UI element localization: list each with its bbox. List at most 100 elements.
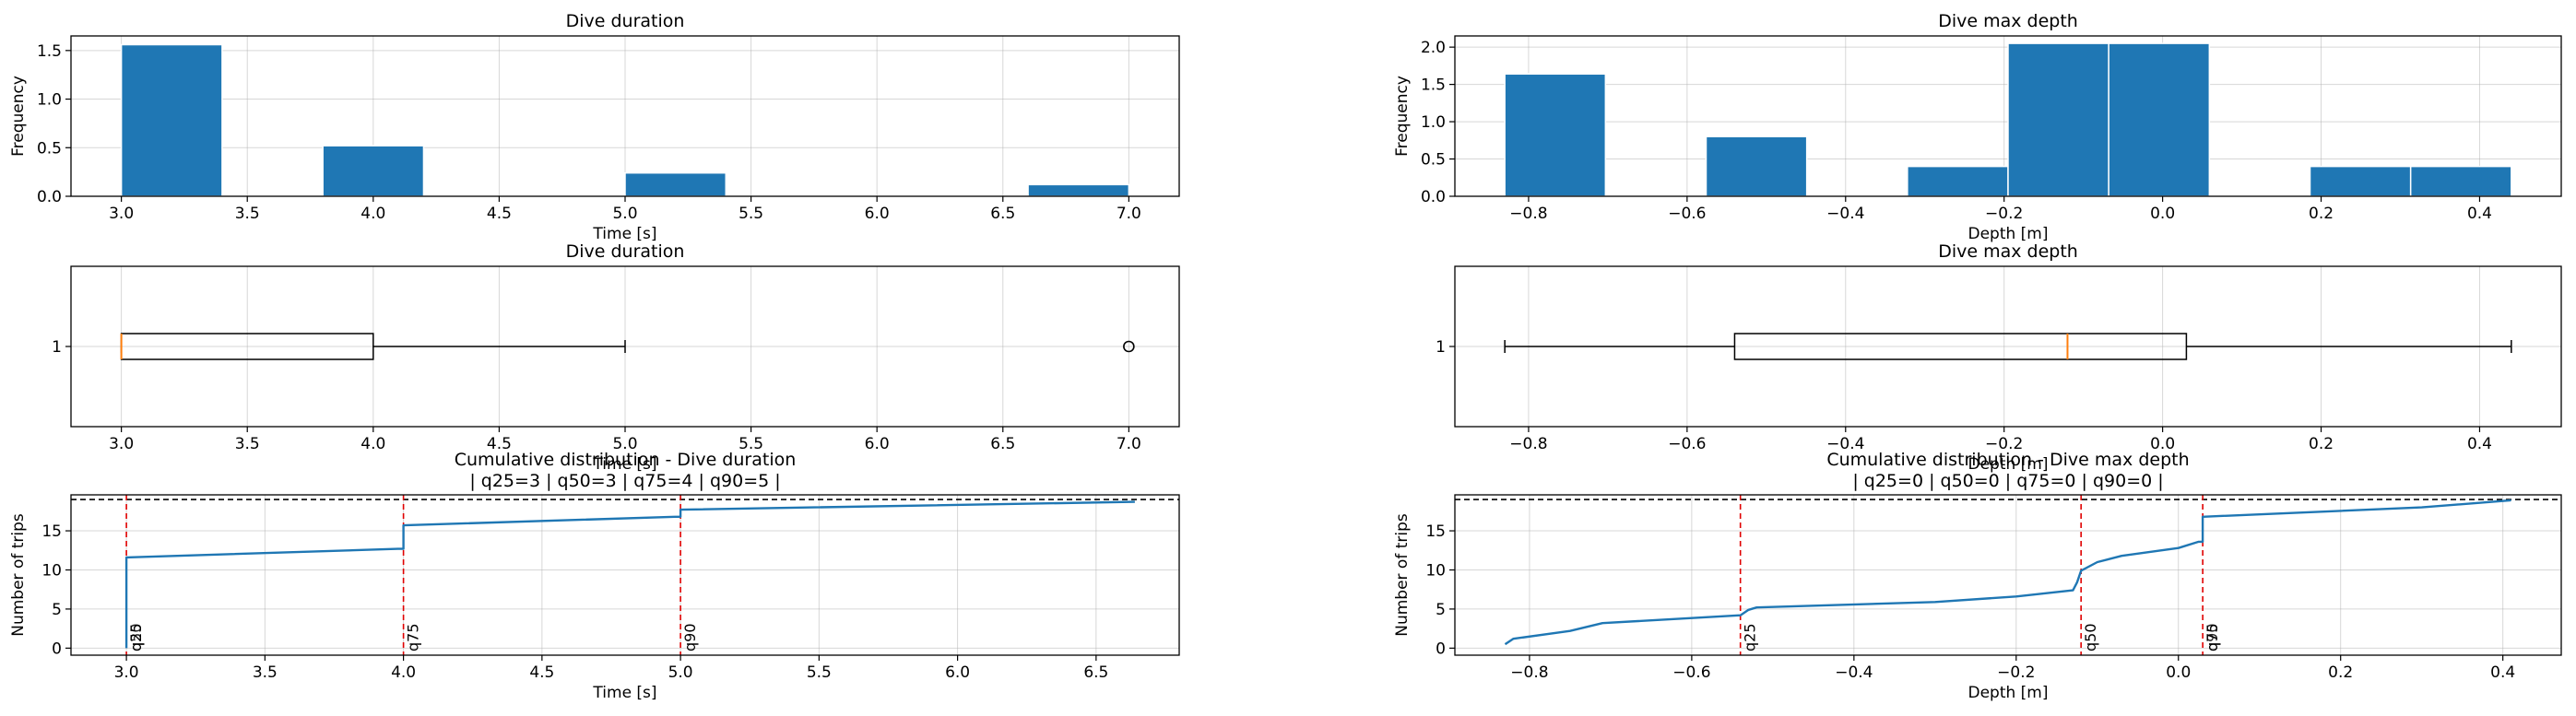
- y-tick-label: 0: [1436, 640, 1446, 658]
- x-tick-label: −0.6: [1668, 205, 1706, 223]
- x-tick-label: 3.0: [109, 435, 134, 453]
- quantile-label: q25: [1742, 623, 1759, 651]
- x-tick-label: 0.0: [2150, 435, 2175, 453]
- box-outlier: [1123, 340, 1135, 353]
- histogram-bar: [2007, 42, 2109, 197]
- chart-subtitle: | q25=0 | q50=0 | q75=0 | q90=0 |: [1852, 471, 2163, 491]
- x-tick-label: −0.6: [1672, 663, 1710, 682]
- y-tick-label: 0.5: [1421, 151, 1446, 170]
- x-axis-label: Time [s]: [592, 684, 656, 702]
- x-tick-label: 3.0: [114, 663, 139, 682]
- y-tick-label: 1.5: [1421, 76, 1446, 95]
- box-depth-chart: −0.8 −0.6 −0.4 −0.2 0.0 0.2 0.4 1 Depth [m] Dive …: [1436, 241, 2562, 474]
- x-tick-label: 0.2: [2309, 435, 2334, 453]
- x-tick-label: 6.0: [865, 205, 890, 223]
- y-axis-label: Frequency: [9, 76, 28, 157]
- histogram-bar: [2409, 165, 2512, 197]
- x-tick-label: 4.0: [391, 663, 416, 682]
- quantile-label: q50: [127, 623, 145, 651]
- plot-frame: [1454, 35, 2562, 197]
- y-tick-label: 10: [41, 561, 62, 580]
- x-tick-label: 5.5: [739, 435, 763, 453]
- x-tick-label: 6.5: [990, 435, 1015, 453]
- hist-depth-chart: −0.8 −0.6 −0.4 −0.2 0.0 0.2 0.4 0.0 0.5 1.0 1.5 2.0…: [1393, 11, 2562, 243]
- x-tick-label: 3.5: [235, 435, 260, 453]
- x-tick-label: 5.0: [612, 205, 637, 223]
- x-tick-label: 7.0: [1117, 205, 1141, 223]
- y-axis-label: Number of trips: [1393, 513, 1412, 637]
- x-tick-label: 6.5: [990, 205, 1015, 223]
- histogram-bar: [624, 171, 727, 197]
- x-tick-label: −0.6: [1668, 435, 1706, 453]
- chart-title: Cumulative distribution - Dive max depth: [1826, 450, 2189, 470]
- x-tick-label: 0.4: [2490, 663, 2515, 682]
- box-iqr: [1733, 333, 2188, 360]
- quantile-label: q50: [2082, 623, 2099, 651]
- x-axis-label: Depth [m]: [1967, 455, 2048, 474]
- x-tick-label: −0.8: [1509, 435, 1547, 453]
- x-axis-label: Time [s]: [592, 225, 656, 243]
- histogram-bar: [2309, 165, 2412, 197]
- cdf-line: [1504, 499, 2511, 646]
- chart-subtitle: | q25=3 | q50=3 | q75=4 | q90=5 |: [469, 471, 780, 491]
- x-axis-label: Depth [m]: [1967, 684, 2048, 702]
- y-tick-label: 5: [52, 601, 62, 619]
- chart-title: Cumulative distribution - Dive duration: [455, 450, 797, 470]
- histogram-bar: [2108, 42, 2211, 197]
- y-tick-label: 0.5: [37, 139, 62, 158]
- plot-frame: [1454, 494, 2562, 656]
- x-tick-label: 0.4: [2467, 205, 2492, 223]
- x-tick-label: 3.5: [253, 663, 278, 682]
- y-tick-label: 15: [41, 522, 62, 541]
- histogram-bar: [1705, 135, 1808, 197]
- histogram-bar: [1907, 165, 2009, 197]
- x-tick-label: 5.5: [807, 663, 832, 682]
- x-tick-label: −0.4: [1826, 435, 1864, 453]
- y-axis-label: Number of trips: [9, 513, 28, 637]
- y-tick-label: 5: [1436, 601, 1446, 619]
- x-tick-label: 7.0: [1117, 435, 1141, 453]
- x-axis-label: Depth [m]: [1967, 225, 2048, 243]
- x-tick-label: −0.8: [1510, 663, 1548, 682]
- y-tick-label: 1.0: [37, 91, 62, 110]
- quantile-label: q90: [681, 623, 699, 651]
- x-tick-label: −0.2: [1985, 435, 2023, 453]
- x-tick-label: 6.0: [865, 435, 890, 453]
- y-tick-label: 1: [1436, 338, 1446, 357]
- y-tick-label: 0.0: [37, 188, 62, 206]
- y-tick-label: 0: [52, 640, 62, 658]
- x-axis-label: Time [s]: [592, 455, 656, 474]
- x-tick-label: 5.0: [612, 435, 637, 453]
- x-tick-label: 3.0: [109, 205, 134, 223]
- x-tick-label: 6.5: [1083, 663, 1108, 682]
- x-tick-label: 0.2: [2309, 205, 2334, 223]
- quantile-label: q75: [2204, 623, 2221, 651]
- x-tick-label: 4.0: [360, 435, 385, 453]
- histogram-bar: [322, 145, 425, 197]
- chart-title: Dive max depth: [1938, 241, 2078, 262]
- x-tick-label: 4.5: [529, 663, 554, 682]
- y-tick-label: 10: [1425, 561, 1446, 580]
- cdf-line: [124, 500, 1135, 649]
- x-tick-label: 4.5: [487, 435, 512, 453]
- y-tick-label: 2.0: [1421, 39, 1446, 57]
- y-tick-label: 0.0: [1421, 188, 1446, 206]
- x-tick-label: −0.4: [1835, 663, 1873, 682]
- quantile-label: q75: [405, 623, 422, 651]
- box-duration-chart: 3.0 3.5 4.0 4.5 5.0 5.5 6.0 6.5 7.0 1 Time [s] Dive…: [52, 241, 1180, 474]
- y-tick-label: 15: [1425, 522, 1446, 541]
- x-tick-label: 0.0: [2150, 205, 2175, 223]
- y-axis-label: Frequency: [1393, 76, 1412, 157]
- quantile-label: q25: [127, 623, 145, 651]
- chart-title: Dive max depth: [1938, 11, 2078, 31]
- histogram-bar: [1027, 183, 1130, 197]
- histogram-bar: [1504, 73, 1607, 197]
- chart-title: Dive duration: [566, 11, 685, 31]
- x-tick-label: 5.5: [739, 205, 763, 223]
- x-tick-label: 5.0: [668, 663, 693, 682]
- x-tick-label: −0.8: [1509, 205, 1547, 223]
- y-tick-label: 1.0: [1421, 113, 1446, 132]
- x-tick-label: 4.0: [360, 205, 385, 223]
